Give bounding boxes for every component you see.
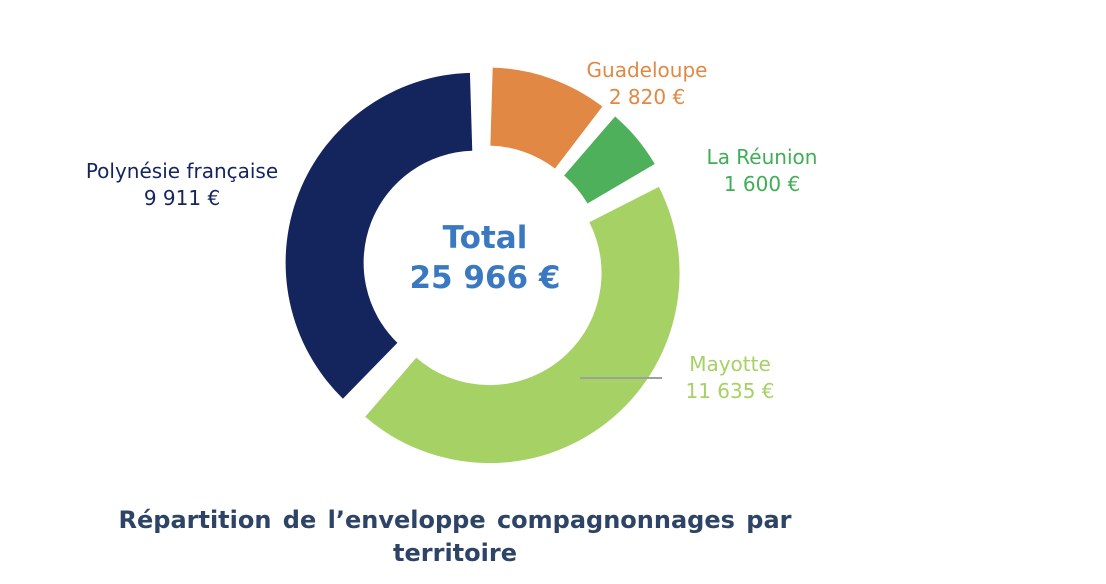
slice-polynesie-francaise — [285, 72, 473, 399]
label-la-reunion-name: La Réunion — [706, 145, 818, 169]
slice-la-reunion — [564, 116, 655, 204]
label-polynesie-name: Polynésie française — [85, 159, 279, 183]
label-la-reunion: La Réunion 1 600 € — [672, 144, 852, 198]
slice-guadeloupe — [490, 67, 603, 169]
donut-slices — [285, 67, 680, 464]
label-polynesie-francaise: Polynésie française 9 911 € — [62, 158, 302, 212]
label-guadeloupe: Guadeloupe 2 820 € — [557, 57, 737, 111]
center-label: Total — [442, 220, 528, 256]
label-la-reunion-value: 1 600 € — [723, 172, 801, 196]
label-mayotte-name: Mayotte — [689, 352, 771, 376]
label-mayotte-value: 11 635 € — [685, 379, 775, 403]
label-guadeloupe-value: 2 820 € — [608, 85, 686, 109]
label-guadeloupe-name: Guadeloupe — [586, 58, 708, 82]
label-polynesie-value: 9 911 € — [143, 186, 221, 210]
chart-caption: Répartition de l’enveloppe compagnonnage… — [118, 506, 792, 567]
slice-mayotte — [365, 186, 680, 464]
center-value: 25 966 € — [409, 260, 561, 296]
label-mayotte: Mayotte 11 635 € — [640, 351, 820, 405]
donut-center-total: Total 25 966 € — [385, 218, 585, 298]
